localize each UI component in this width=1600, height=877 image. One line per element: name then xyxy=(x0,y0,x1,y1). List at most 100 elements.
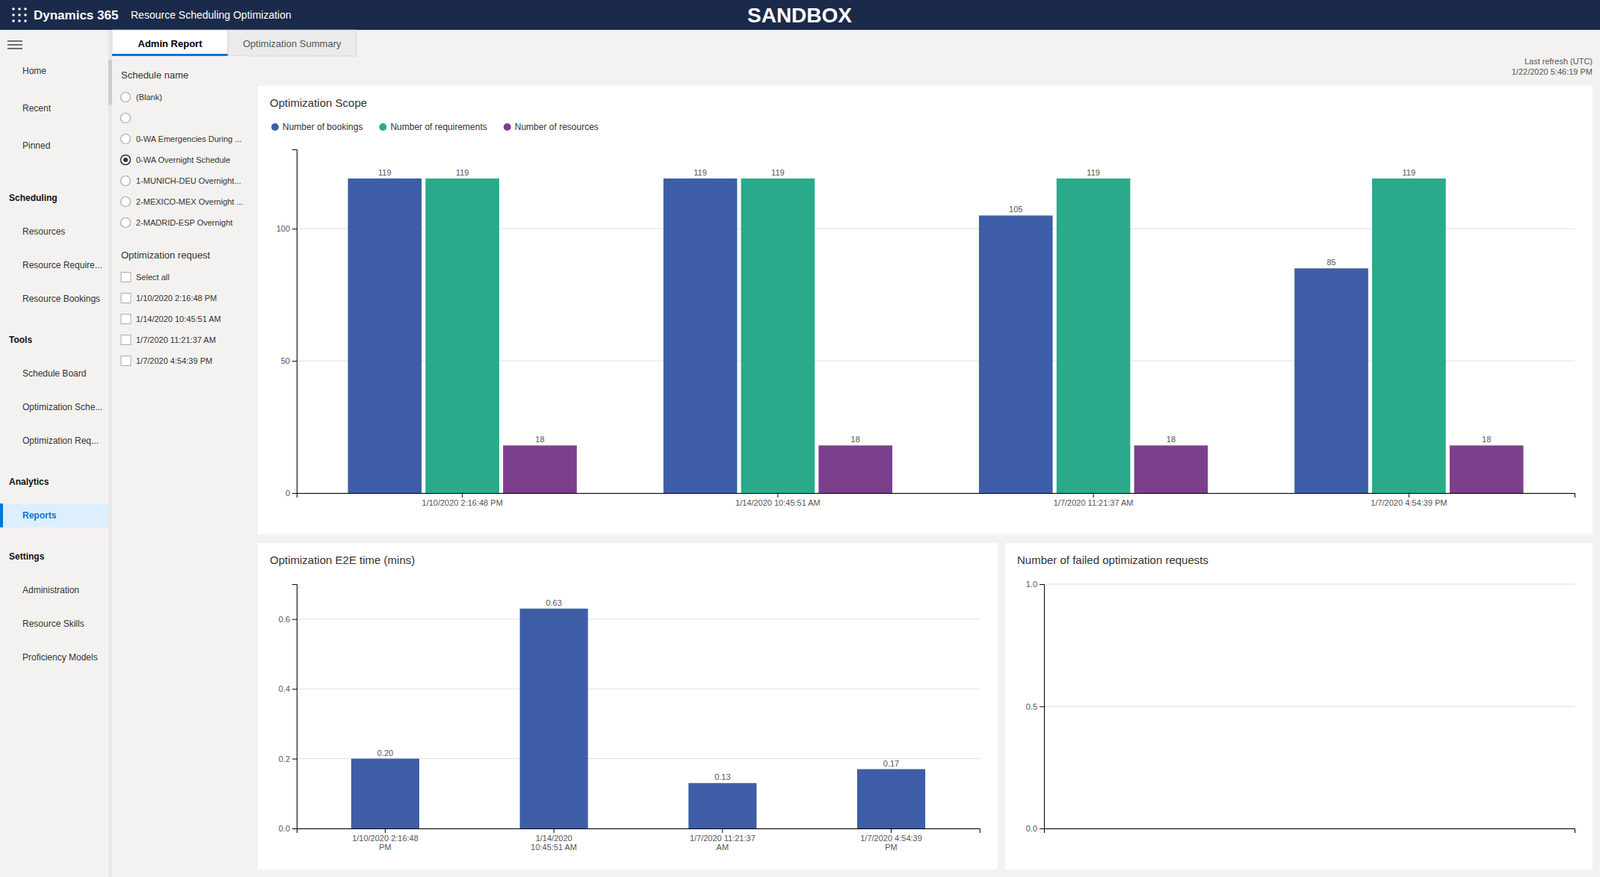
filter-option-label[interactable]: 1/7/2020 11:21:37 AM xyxy=(136,335,216,345)
filter-option-label[interactable]: Select all xyxy=(136,272,170,282)
sidebar-item[interactable]: Schedule Board xyxy=(22,368,86,379)
bar[interactable] xyxy=(1056,178,1131,494)
radio-button[interactable] xyxy=(121,218,131,228)
filter-option-label[interactable]: 1-MUNICH-DEU Overnight... xyxy=(136,176,242,186)
tab-background[interactable] xyxy=(112,29,228,57)
sidebar-item[interactable]: Optimization Sche... xyxy=(22,402,103,413)
bar[interactable] xyxy=(857,769,926,829)
app-launcher-dot[interactable] xyxy=(23,7,27,11)
sidebar-item[interactable]: Reports xyxy=(22,510,57,521)
app-launcher-dot[interactable] xyxy=(17,19,21,23)
filter-option-label[interactable]: 1/14/2020 10:45:51 AM xyxy=(136,314,222,324)
radio-button[interactable] xyxy=(121,134,131,145)
app-launcher-dot[interactable] xyxy=(11,13,15,17)
sidebar-item[interactable]: Administration xyxy=(22,585,80,596)
checkbox-option[interactable]: 1/10/2020 2:16:48 PM xyxy=(121,293,217,304)
checkbox[interactable] xyxy=(121,314,131,325)
app-launcher-dot[interactable] xyxy=(17,7,21,11)
app-title[interactable]: Dynamics 365 xyxy=(33,8,119,23)
x-tick-mark xyxy=(721,828,723,834)
legend-item[interactable]: Number of resources xyxy=(503,121,599,133)
checkbox-option[interactable]: 1/14/2020 10:45:51 AM xyxy=(121,314,222,325)
legend-item[interactable]: Number of requirements xyxy=(378,121,487,133)
checkbox-option[interactable]: Select all xyxy=(121,272,170,283)
checkbox[interactable] xyxy=(121,293,131,304)
bar[interactable] xyxy=(663,178,738,494)
checkbox[interactable] xyxy=(121,356,131,367)
radio-option[interactable]: 0-WA Emergencies During ... xyxy=(121,134,243,145)
radio-option[interactable]: (Blank) xyxy=(121,92,163,103)
bar[interactable] xyxy=(502,445,577,494)
bar[interactable] xyxy=(818,445,893,494)
bar[interactable] xyxy=(1294,268,1369,494)
filter-option-label[interactable]: 0-WA Emergencies During ... xyxy=(136,134,242,144)
filter-option-label[interactable]: 1/7/2020 4:54:39 PM xyxy=(136,356,213,366)
sidebar-item[interactable]: Resource Require... xyxy=(22,260,103,271)
hamburger-line[interactable] xyxy=(7,44,23,46)
hamburger-line[interactable] xyxy=(7,40,23,42)
legend-item[interactable]: Number of bookings xyxy=(271,121,363,133)
bar[interactable] xyxy=(741,178,816,494)
checkbox[interactable] xyxy=(121,335,131,346)
filter-option-label[interactable]: 0-WA Overnight Schedule xyxy=(136,155,231,165)
sidebar-item[interactable]: Pinned xyxy=(22,140,51,151)
app-launcher[interactable] xyxy=(11,7,27,23)
legend-marker[interactable] xyxy=(378,123,387,131)
radio-option[interactable]: 1-MUNICH-DEU Overnight... xyxy=(121,176,242,187)
legend-marker[interactable] xyxy=(503,123,512,131)
checkbox-option[interactable]: 1/7/2020 11:21:37 AM xyxy=(121,335,216,346)
bar[interactable] xyxy=(1449,445,1524,494)
legend-label[interactable]: Number of resources xyxy=(514,121,599,133)
tab[interactable]: Admin Report xyxy=(112,29,228,57)
filter-option-label[interactable]: 1/10/2020 2:16:48 PM xyxy=(136,293,217,303)
app-launcher-dot[interactable] xyxy=(23,13,27,17)
sidebar-scroll-thumb[interactable] xyxy=(108,59,113,105)
hamburger-menu[interactable] xyxy=(7,41,23,49)
radio-button[interactable] xyxy=(121,155,131,166)
bar[interactable] xyxy=(425,178,500,494)
sidebar-item[interactable]: Resource Skills xyxy=(22,618,85,630)
bar[interactable] xyxy=(351,759,420,829)
radio-option[interactable] xyxy=(121,113,131,124)
tab-background[interactable] xyxy=(227,29,356,57)
filter-option-label[interactable]: 2-MEXICO-MEX Overnight ... xyxy=(136,197,244,207)
tab-label[interactable]: Optimization Summary xyxy=(242,38,342,50)
filter-option-label[interactable]: 2-MADRID-ESP Overnight xyxy=(136,218,233,228)
legend-marker[interactable] xyxy=(271,123,279,131)
radio-button[interactable] xyxy=(121,92,131,103)
bar[interactable] xyxy=(978,215,1053,494)
radio-option[interactable]: 2-MADRID-ESP Overnight xyxy=(121,218,234,228)
sidebar-item[interactable]: Home xyxy=(22,65,47,77)
radio-option[interactable]: 2-MEXICO-MEX Overnight ... xyxy=(121,197,244,208)
filter-option-label[interactable]: (Blank) xyxy=(136,92,163,102)
bar[interactable] xyxy=(688,783,757,829)
bar[interactable] xyxy=(1372,178,1447,494)
sidebar-item[interactable]: Optimization Req... xyxy=(22,435,99,447)
radio-option[interactable]: 0-WA Overnight Schedule xyxy=(121,155,231,166)
bar[interactable] xyxy=(520,609,589,829)
sidebar-item[interactable]: Resource Bookings xyxy=(22,293,101,305)
app-module-title[interactable]: Resource Scheduling Optimization xyxy=(130,8,292,21)
radio-button[interactable] xyxy=(121,176,131,187)
radio-button[interactable] xyxy=(121,113,131,124)
app-launcher-dot[interactable] xyxy=(11,19,15,23)
tab[interactable]: Optimization Summary xyxy=(227,29,356,57)
hamburger-line[interactable] xyxy=(7,47,23,50)
radio-button[interactable] xyxy=(121,197,131,208)
bar[interactable] xyxy=(348,178,423,494)
legend-label[interactable]: Number of bookings xyxy=(282,121,363,133)
legend-label[interactable]: Number of requirements xyxy=(390,121,487,133)
sidebar-item[interactable]: Resources xyxy=(22,226,66,237)
bar[interactable] xyxy=(1134,445,1209,494)
app-launcher-dot[interactable] xyxy=(17,13,21,17)
sidebar-item[interactable]: Proficiency Models xyxy=(22,652,98,663)
app-launcher-dot[interactable] xyxy=(23,19,27,23)
checkbox[interactable] xyxy=(121,272,131,283)
app-launcher-dot[interactable] xyxy=(11,7,15,11)
y-axis-line xyxy=(292,150,298,494)
tab-label[interactable]: Admin Report xyxy=(138,38,204,50)
radio-button-dot[interactable] xyxy=(123,157,128,163)
sidebar-item[interactable]: Recent xyxy=(22,103,52,114)
grid-line xyxy=(296,618,980,620)
checkbox-option[interactable]: 1/7/2020 4:54:39 PM xyxy=(121,356,213,367)
